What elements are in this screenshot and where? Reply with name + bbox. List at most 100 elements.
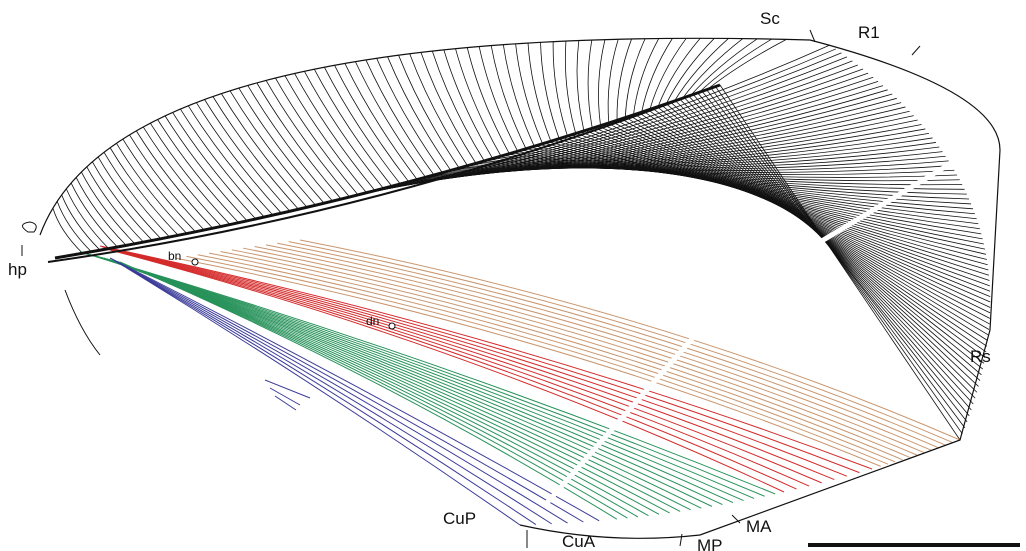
costal-vein: [455, 48, 502, 157]
mp-pointer: [679, 533, 683, 547]
ma-vein: [186, 255, 889, 465]
costal-vein: [334, 65, 410, 183]
cua-vein: [87, 253, 744, 502]
costal-vein: [527, 43, 552, 142]
label-mp: MP: [697, 536, 723, 551]
costal-vein: [502, 44, 535, 147]
costal-vein: [576, 40, 585, 132]
costal-vein: [65, 188, 110, 249]
crack: [543, 137, 992, 507]
costal-vein: [376, 58, 443, 173]
costal-vein: [420, 52, 477, 164]
mp-vein: [109, 249, 785, 493]
cua-vein: [82, 252, 765, 497]
costal-vein: [294, 73, 376, 191]
costal-vein: [313, 69, 393, 187]
costal-vein: [587, 39, 593, 129]
costal-vein: [682, 38, 744, 99]
costal-vein: [92, 161, 153, 241]
r1-pointer: [911, 45, 921, 56]
rs-vein: [443, 119, 918, 173]
rs-vein: [439, 115, 914, 175]
cua-vein: [85, 252, 755, 499]
bn-node: [191, 258, 199, 266]
costal-vein: [665, 38, 715, 105]
costal-vein: [265, 80, 350, 198]
rs-vein: [719, 84, 961, 441]
costal-vein: [129, 134, 205, 231]
costal-vein: [56, 201, 92, 253]
rs-vein: [480, 155, 946, 170]
cup-vein: [109, 257, 600, 522]
costal-vein: [187, 105, 274, 216]
cup-vein: [113, 259, 584, 523]
costal-vein: [657, 38, 701, 107]
ma-vein: [174, 257, 881, 467]
ma-vein: [208, 252, 903, 461]
costal-vein: [275, 77, 359, 196]
rs-vein: [489, 159, 952, 173]
costal-vein: [212, 96, 299, 210]
costal-vein: [443, 49, 494, 159]
costal-vein: [706, 39, 787, 90]
main-stem: [54, 83, 721, 260]
costal-vein: [204, 99, 291, 212]
costal-vein: [221, 93, 308, 208]
costal-vein: [607, 39, 619, 124]
ma-vein: [231, 249, 917, 456]
rs-vein: [452, 128, 926, 171]
cup-vein: [121, 264, 552, 525]
wing-outline: [39, 37, 1001, 539]
costal-vein: [398, 55, 460, 169]
main-stem-2: [47, 91, 701, 263]
costal-vein: [238, 87, 325, 204]
rs-vein: [526, 148, 972, 205]
fragment: [64, 289, 101, 356]
mp-vein: [107, 248, 810, 487]
costal-vein: [229, 90, 316, 206]
label-cua: CuA: [562, 532, 596, 551]
ma-vein: [220, 250, 910, 458]
mp-vein: [104, 247, 835, 481]
costal-vein: [61, 194, 101, 251]
costal-vein: [409, 53, 468, 166]
rs-vein: [535, 145, 975, 215]
costal-vein: [616, 38, 632, 121]
costal-vein: [674, 38, 729, 102]
costal-vein: [86, 166, 144, 243]
costal-vein: [103, 152, 170, 238]
label-sc: Sc: [760, 9, 780, 28]
costal-vein: [70, 182, 118, 248]
costal-vein: [564, 41, 577, 134]
costal-vein: [598, 39, 606, 126]
costal-vein: [324, 67, 401, 185]
ma-vein: [288, 241, 953, 444]
cup-vein: [129, 269, 521, 526]
venation: [52, 38, 991, 526]
costal-vein: [157, 119, 239, 224]
label-dn: dn: [366, 314, 379, 328]
costal-vein: [116, 143, 188, 234]
costal-vein: [490, 45, 527, 149]
rs-vein: [544, 142, 979, 225]
cua-vein: [90, 254, 734, 504]
cup-vein: [117, 262, 568, 524]
ma-vein: [299, 239, 961, 441]
sc-pointer: [809, 29, 816, 43]
mp-vein: [105, 247, 822, 484]
costal-vein: [552, 41, 568, 137]
costal-vein: [164, 115, 248, 222]
costal-vein: [515, 43, 543, 144]
costal-vein: [478, 46, 519, 152]
cup-fragment: [269, 387, 301, 406]
ma-vein: [277, 242, 946, 446]
costal-vein: [387, 56, 452, 171]
rs-vein: [466, 142, 937, 169]
mp-vein: [108, 248, 797, 490]
cup-vein: [125, 267, 537, 525]
ma-vein: [243, 247, 925, 454]
label-rs: Rs: [970, 347, 991, 366]
mp-vein: [99, 245, 873, 470]
